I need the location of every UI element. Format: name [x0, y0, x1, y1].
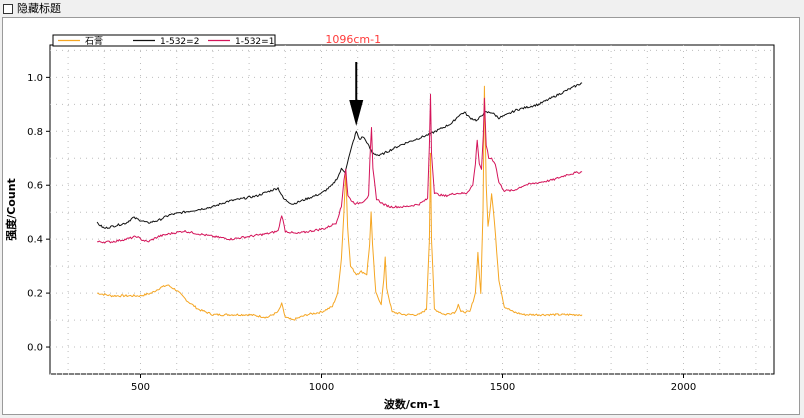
x-tick-label: 500 [131, 382, 150, 393]
y-tick-label: 0.2 [27, 289, 43, 300]
hide-title-checkbox[interactable] [3, 4, 13, 14]
y-tick-label: 0.0 [27, 343, 43, 354]
y-tick-label: 0.6 [27, 181, 43, 192]
hide-title-label: 隐藏标题 [17, 2, 61, 15]
x-tick-label: 2000 [671, 382, 696, 393]
series-line-2[interactable] [96, 82, 583, 229]
x-tick-label: 1000 [309, 382, 334, 393]
plot-area [49, 44, 775, 375]
y-tick-label: 0.8 [27, 127, 43, 138]
x-axis-title: 波数/cm-1 [384, 397, 440, 411]
legend-box [52, 34, 276, 47]
legend-entry-label: 1-532=2 [160, 37, 199, 47]
y-tick-label: 1.0 [27, 73, 43, 84]
series-line-3[interactable] [97, 93, 583, 244]
legend-entry-label: 石膏 [85, 35, 103, 47]
hide-title-toggle[interactable]: 隐藏标题 [3, 2, 61, 16]
x-tick-label: 1500 [490, 382, 515, 393]
y-axis-title: 强度/Count [4, 178, 18, 241]
y-tick-label: 0.4 [27, 235, 43, 246]
legend-entry-label: 1-532=1 [235, 37, 274, 47]
spectrum-chart: 500 1000 1500 2000 0.0 0.2 0.4 0.6 0.8 1.0 波数/cm-1… [4, 33, 775, 411]
series-line-1[interactable] [97, 85, 583, 321]
annotation-arrow-head [349, 100, 364, 126]
annotation-label: 1096cm-1 [325, 33, 381, 46]
top-bar: 隐藏标题 [0, 0, 804, 16]
chart-panel: 500 1000 1500 2000 0.0 0.2 0.4 0.6 0.8 1.0 波数/cm-1… [2, 17, 800, 415]
